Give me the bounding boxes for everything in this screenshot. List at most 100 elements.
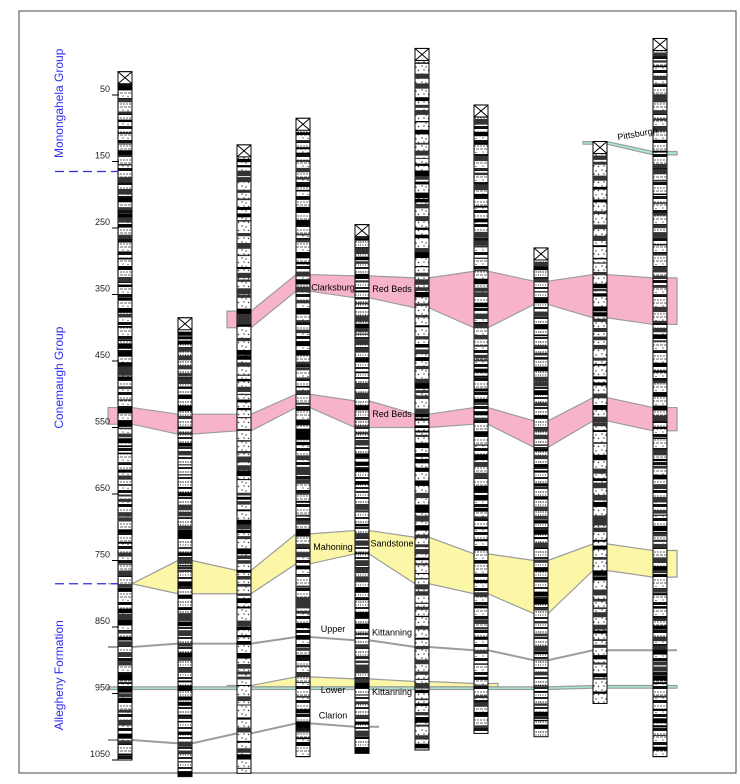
well-6-bed <box>415 534 429 539</box>
well-6-bed <box>415 678 429 681</box>
well-9-bed <box>593 655 607 660</box>
well-1-bed <box>118 504 132 506</box>
well-6-bed <box>415 689 429 694</box>
well-3-bed <box>237 652 251 659</box>
well-7-bed <box>474 592 488 597</box>
well-7-bed <box>474 218 488 223</box>
well-3-bed <box>237 492 251 496</box>
well-9-bed <box>593 691 607 694</box>
well-3-bed <box>237 620 251 627</box>
well-1-bed <box>118 213 132 218</box>
well-1-bed <box>118 552 132 557</box>
well-8-bed <box>534 434 548 440</box>
unit-label: Kittanning <box>372 627 412 637</box>
well-8-bed <box>534 298 548 304</box>
well-6-bed <box>415 703 429 706</box>
well-3-bed <box>237 496 251 500</box>
well-3-bed <box>237 207 251 210</box>
unit-label: Clarksburg <box>311 283 355 293</box>
well-10-bed <box>653 275 667 280</box>
depth-tick-label: 650 <box>95 483 110 493</box>
well-6-bed <box>415 181 429 185</box>
well-4-bed <box>296 520 310 525</box>
well-2-bed <box>178 336 192 340</box>
well-10-bed <box>653 405 667 411</box>
well-7-bed <box>474 636 488 640</box>
well-7-bed <box>474 168 488 170</box>
well-5-bed <box>355 468 369 472</box>
well-2-bed <box>178 621 192 627</box>
well-9-bed <box>593 175 607 181</box>
well-2-bed <box>178 594 192 598</box>
well-6-bed <box>415 73 429 79</box>
well-4-bed <box>296 730 310 733</box>
well-8-bed <box>534 671 548 676</box>
well-9-bed <box>593 662 607 665</box>
well-5-log <box>354 224 370 754</box>
well-1-bed <box>118 619 132 626</box>
well-1-bed <box>118 588 132 592</box>
depth-tick-label: 450 <box>95 350 110 360</box>
well-7-bed <box>474 278 488 285</box>
well-2-bed <box>178 657 192 661</box>
well-4-bed <box>296 602 310 609</box>
well-5-bed <box>355 339 369 345</box>
well-10-bed <box>653 618 667 621</box>
well-1-bed <box>118 98 132 103</box>
well-10-bed <box>653 224 667 229</box>
well-10-bed <box>653 645 667 652</box>
well-1-bed <box>118 85 132 91</box>
well-5-bed <box>355 552 369 555</box>
well-3-bed <box>237 767 251 769</box>
well-6-bed <box>415 430 429 433</box>
well-6-cap-icon <box>414 47 430 61</box>
well-3-bed <box>237 220 251 222</box>
well-6-log <box>414 47 430 751</box>
well-6-bed <box>415 234 429 239</box>
well-1-bed <box>118 529 132 532</box>
well-2-bed <box>178 630 192 636</box>
well-2-bed <box>178 613 192 619</box>
well-1-bed <box>118 251 132 253</box>
well-10-bed <box>653 636 667 642</box>
well-1-bed <box>118 132 132 134</box>
well-10-bed <box>653 118 667 121</box>
well-1-bed <box>118 753 132 756</box>
well-6-bed <box>415 192 429 199</box>
well-3-bed <box>237 529 251 534</box>
well-2-bed <box>178 741 192 747</box>
well-6-bed <box>415 515 429 522</box>
well-8-bed <box>534 496 548 500</box>
figure-frame <box>18 10 737 774</box>
well-9-bed <box>593 539 607 542</box>
well-6-bed <box>415 325 429 328</box>
well-6-bed <box>415 467 429 472</box>
well-9-bed <box>593 405 607 410</box>
well-7-bed <box>474 334 488 340</box>
well-5-bed <box>355 747 369 754</box>
well-6-bed <box>415 349 429 355</box>
well-6-bed <box>415 659 429 665</box>
well-5-bed <box>355 333 369 335</box>
well-5-bed <box>355 432 369 435</box>
well-2-bed <box>178 432 192 435</box>
well-10-bed <box>653 306 667 313</box>
well-2-bed <box>178 525 192 530</box>
well-3-bed <box>237 717 251 720</box>
well-2-bed <box>178 365 192 370</box>
well-10-bed <box>653 437 667 440</box>
well-4-bed <box>296 552 310 558</box>
well-10-bed <box>653 415 667 422</box>
well-4-bed <box>296 132 310 135</box>
well-3-bed <box>237 754 251 760</box>
well-8-cap-icon <box>533 247 549 261</box>
well-4-bed <box>296 565 310 570</box>
well-10-bed <box>653 666 667 672</box>
well-4-bed <box>296 147 310 150</box>
upper-kittanning-marker <box>108 635 677 662</box>
well-3-bed <box>237 272 251 278</box>
well-10-bed <box>653 212 667 216</box>
well-4-bed <box>296 152 310 155</box>
well-8-bed <box>534 559 548 563</box>
well-2-bed <box>178 696 192 701</box>
